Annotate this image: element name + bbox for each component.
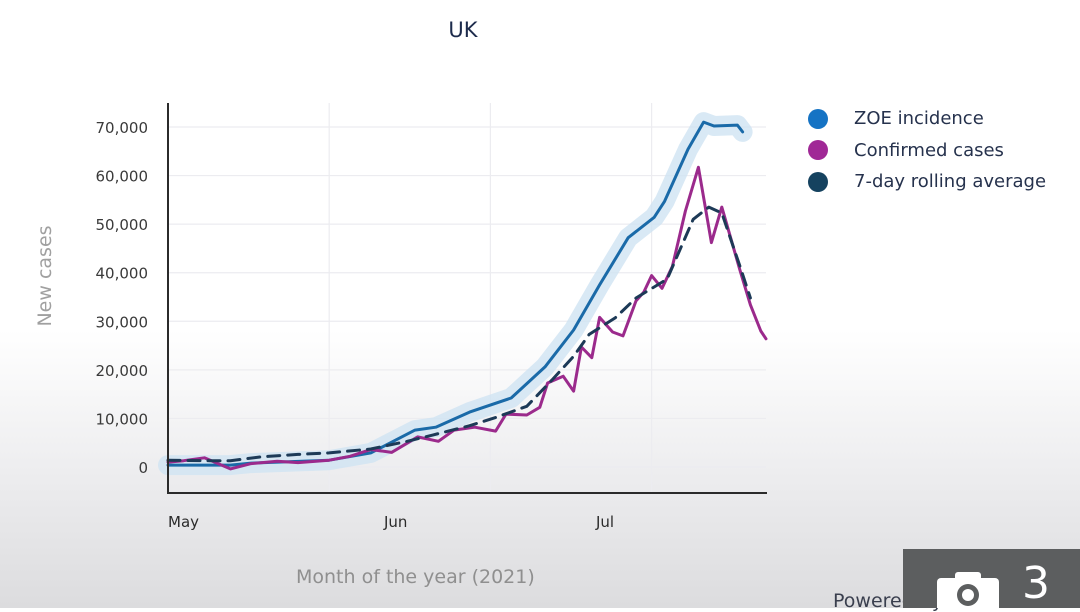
series-lines [166, 120, 768, 471]
axes [167, 103, 767, 494]
camera-count: 3 [1022, 558, 1050, 609]
y-tick-label: 40,000 [96, 265, 149, 283]
y-tick-label: 0 [138, 459, 148, 477]
legend-label: ZOE incidence [854, 108, 984, 130]
y-tick-labels: 0 10,000 20,000 30,000 40,000 50,000 60,000 70,… [96, 119, 149, 477]
legend-dot-confirmed [808, 140, 828, 161]
y-tick-label: 60,000 [96, 168, 149, 186]
legend-item-confirmed: Confirmed cases [808, 135, 1046, 167]
camera-icon[interactable] [937, 572, 999, 608]
y-tick-label: 30,000 [96, 313, 149, 331]
series-line-7-day-rolling-average [166, 205, 752, 463]
y-axis-title: New cases [34, 225, 56, 327]
legend: ZOE incidence Confirmed cases 7-day roll… [808, 103, 1046, 198]
y-tick-label: 70,000 [96, 119, 149, 137]
y-tick-label: 10,000 [96, 410, 149, 428]
x-tick-label: Jul [595, 513, 614, 531]
x-tick-labels: May Jun Jul [168, 513, 614, 531]
legend-label: 7-day rolling average [854, 171, 1047, 193]
y-tick-label: 50,000 [96, 216, 149, 234]
legend-item-zoe: ZOE incidence [808, 103, 1046, 135]
legend-label: Confirmed cases [854, 139, 1004, 161]
confidence-bands [158, 112, 753, 476]
x-tick-label: Jun [383, 513, 407, 531]
legend-dot-rolling [808, 171, 828, 192]
x-tick-label: May [168, 513, 199, 531]
series-line-confirmed-cases [166, 165, 768, 471]
legend-dot-zoe [808, 108, 828, 129]
legend-item-rolling: 7-day rolling average [808, 166, 1046, 198]
x-axis-title: Month of the year (2021) [296, 566, 535, 588]
zoe-confidence-band [158, 112, 753, 476]
y-tick-label: 20,000 [96, 362, 149, 380]
chart-title: UK [448, 18, 478, 42]
